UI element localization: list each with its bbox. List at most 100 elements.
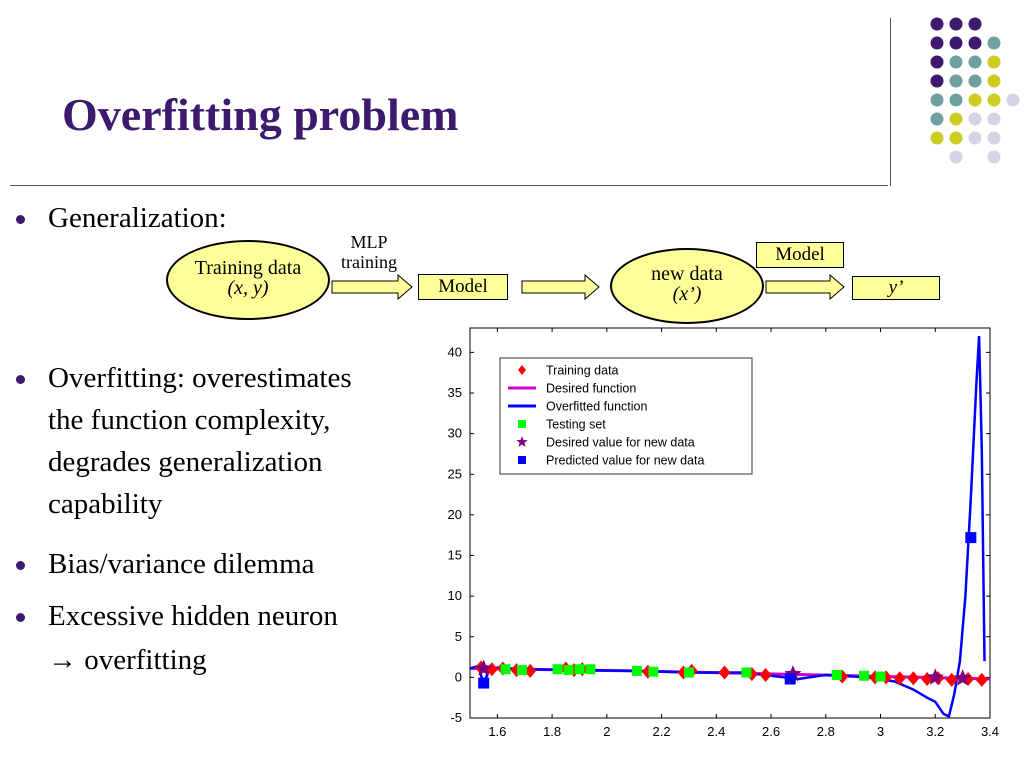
y-tick-label: 10 bbox=[448, 588, 462, 603]
grid-dot bbox=[930, 17, 944, 31]
mlp-label-line: MLP bbox=[350, 232, 388, 252]
bullet-line: → overfitting bbox=[48, 644, 207, 676]
grid-dot bbox=[949, 112, 963, 126]
grid-dot bbox=[949, 36, 963, 50]
title-divider bbox=[10, 185, 888, 186]
training-data-point bbox=[975, 672, 988, 687]
y-tick-label: 25 bbox=[448, 466, 462, 481]
grid-dot bbox=[1006, 93, 1020, 107]
grid-dot bbox=[987, 74, 1001, 88]
bullet-line: Excessive hidden neuron bbox=[48, 600, 338, 632]
grid-dot bbox=[968, 55, 982, 69]
legend-swatch bbox=[518, 456, 526, 464]
grid-dot bbox=[987, 150, 1001, 164]
corner-divider bbox=[890, 18, 891, 186]
bullet-text: Bias/variance dilemma bbox=[48, 548, 315, 580]
legend-box bbox=[499, 357, 753, 475]
grid-dot bbox=[949, 93, 963, 107]
grid-dot bbox=[968, 36, 982, 50]
training-data-vars: (x, y) bbox=[227, 277, 269, 299]
training-data-point bbox=[945, 672, 958, 687]
bullet-dot bbox=[16, 375, 25, 384]
desired-new-data-point bbox=[475, 659, 493, 676]
grid-dot bbox=[949, 17, 963, 31]
y-tick-label: 5 bbox=[455, 629, 462, 644]
x-tick-label: 3.2 bbox=[926, 724, 944, 739]
testing-set-point bbox=[563, 665, 574, 676]
overfitting-chart: 1.6 1.8 2 2.2 2.4 2.6 2.8 3 3.2 3.4 -5 0 5 10 15 20 25 30… bbox=[448, 327, 999, 739]
mlp-training-label: MLP training bbox=[330, 232, 408, 272]
grid-dot bbox=[987, 55, 1001, 69]
testing-set-point bbox=[631, 665, 642, 676]
bullet-dot bbox=[16, 613, 25, 622]
bullet-dot bbox=[16, 561, 25, 570]
x-tick-label: 2.2 bbox=[653, 724, 671, 739]
y-tick-label: 30 bbox=[448, 426, 462, 441]
legend-label: Testing set bbox=[546, 418, 606, 432]
model-box-2: Model bbox=[756, 242, 844, 268]
legend-label: Predicted value for new data bbox=[546, 454, 704, 468]
grid-dot bbox=[968, 74, 982, 88]
training-data-point bbox=[907, 671, 920, 686]
x-tick-label: 1.8 bbox=[543, 724, 561, 739]
y-tick-label: 40 bbox=[448, 344, 462, 359]
legend-label: Desired value for new data bbox=[546, 436, 695, 450]
training-data-label: Training data bbox=[194, 257, 302, 279]
bullet-line: the function complexity, bbox=[48, 404, 331, 436]
x-tick-label: 3 bbox=[877, 724, 884, 739]
grid-dot bbox=[987, 36, 1001, 50]
grid-dot bbox=[968, 112, 982, 126]
new-data-oval: new data (x’) bbox=[610, 248, 764, 324]
grid-dot bbox=[968, 17, 982, 31]
training-data-point bbox=[893, 671, 906, 686]
grid-dot bbox=[949, 150, 963, 164]
new-data-vars: (x’) bbox=[672, 283, 702, 305]
desired-new-data-point bbox=[926, 668, 944, 685]
x-tick-label: 2.4 bbox=[707, 724, 725, 739]
x-tick-label: 2 bbox=[603, 724, 610, 739]
grid-dot bbox=[930, 55, 944, 69]
new-data-label: new data bbox=[651, 263, 723, 285]
model-box: Model bbox=[418, 274, 508, 300]
bullet-line: Overfitting: overestimates bbox=[48, 362, 352, 394]
arrow-model-to-newdata bbox=[521, 273, 600, 301]
bullet-line: capability bbox=[48, 488, 163, 520]
predicted-new-data-point bbox=[478, 677, 490, 689]
x-tick-label: 2.8 bbox=[817, 724, 835, 739]
testing-set-point bbox=[552, 664, 563, 675]
arrow-training-to-model bbox=[331, 273, 413, 301]
training-data-point bbox=[759, 667, 772, 682]
plot-content bbox=[470, 336, 990, 718]
grid-dot bbox=[930, 74, 944, 88]
chart-legend: Training data Desired function Overfitted … bbox=[499, 357, 753, 475]
legend-swatch bbox=[518, 420, 526, 428]
x-tick-label: 3.4 bbox=[981, 724, 999, 739]
legend-label: Overfitted function bbox=[546, 400, 647, 414]
bullet-dot bbox=[16, 215, 25, 224]
grid-dot bbox=[930, 131, 944, 145]
x-tick-label: 2.6 bbox=[762, 724, 780, 739]
legend-label: Training data bbox=[546, 364, 619, 378]
bullet-text: Generalization: bbox=[48, 202, 227, 234]
grid-dot bbox=[949, 55, 963, 69]
grid-dot bbox=[987, 112, 1001, 126]
bullet-line: degrades generalization bbox=[48, 446, 323, 478]
y-tick-label: 20 bbox=[448, 507, 462, 522]
testing-set-point bbox=[859, 670, 870, 681]
x-tick-label: 1.6 bbox=[488, 724, 506, 739]
training-data-point bbox=[718, 665, 731, 680]
y-tick-label: 35 bbox=[448, 385, 462, 400]
testing-set-point bbox=[875, 671, 886, 682]
grid-dot bbox=[930, 36, 944, 50]
y-tick-label: 0 bbox=[455, 669, 462, 684]
grid-dot bbox=[968, 93, 982, 107]
legend-label: Desired function bbox=[546, 382, 636, 396]
grid-dot bbox=[949, 74, 963, 88]
testing-set-point bbox=[585, 664, 596, 675]
testing-set-point bbox=[683, 667, 694, 678]
testing-set-point bbox=[574, 664, 585, 675]
grid-dot bbox=[987, 93, 1001, 107]
desired-new-data-point bbox=[954, 669, 972, 686]
grid-dot bbox=[987, 131, 1001, 145]
slide-title: Overfitting problem bbox=[62, 89, 459, 140]
